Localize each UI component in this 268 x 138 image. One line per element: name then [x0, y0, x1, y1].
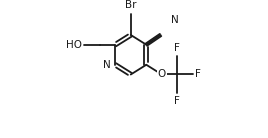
Text: N: N	[171, 15, 179, 25]
Text: N: N	[103, 60, 110, 70]
Text: F: F	[195, 70, 201, 79]
Text: O: O	[158, 70, 166, 79]
Text: F: F	[174, 43, 180, 53]
Text: F: F	[174, 96, 180, 106]
Text: Br: Br	[125, 0, 136, 10]
Text: HO: HO	[66, 40, 82, 50]
